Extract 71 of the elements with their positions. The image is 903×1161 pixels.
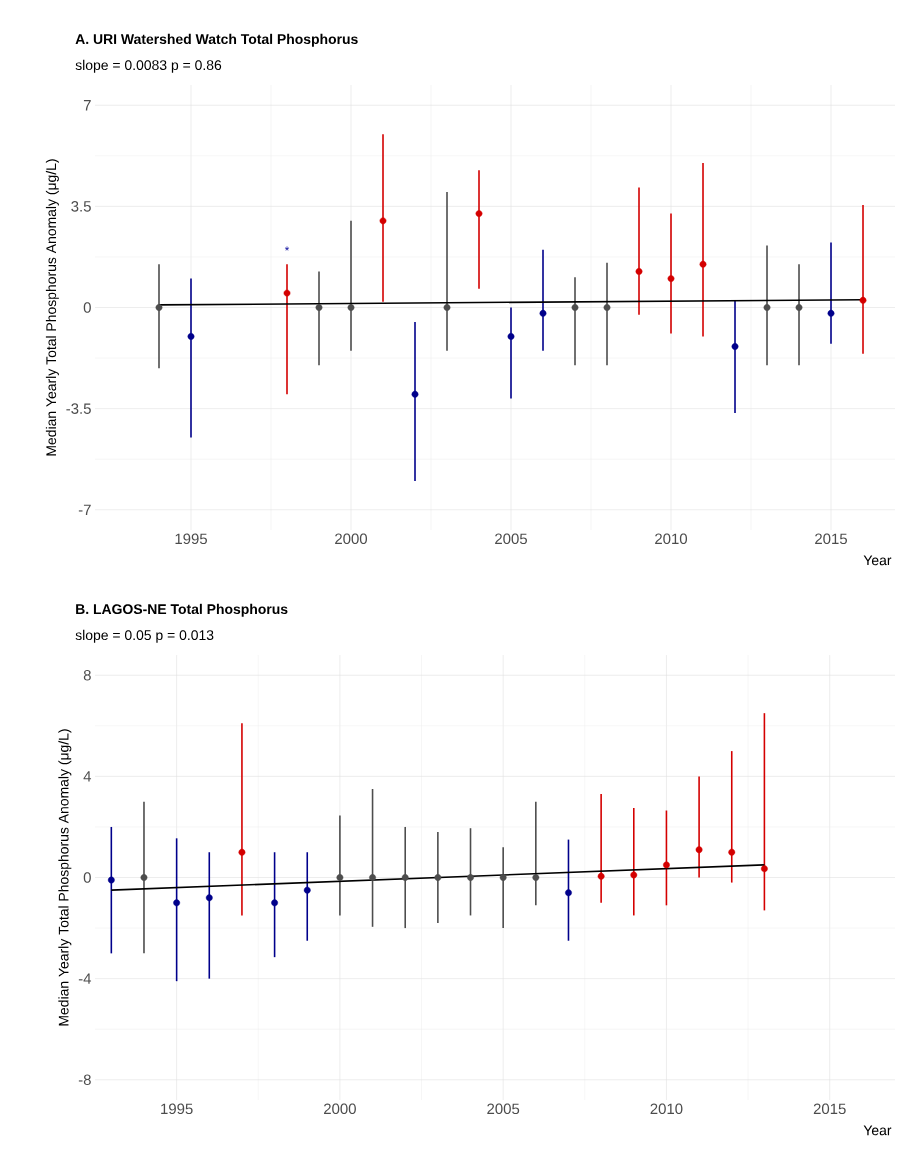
point: [597, 872, 605, 880]
x-tick-label: 2000: [324, 1103, 356, 1115]
x-tick-label: 2010: [650, 1103, 683, 1115]
x-tick-label: 1995: [175, 533, 207, 545]
point: [205, 894, 213, 902]
point: [411, 390, 419, 398]
point: [827, 309, 835, 317]
point: [303, 886, 311, 894]
y-tick-label: 0: [83, 872, 91, 883]
point: [667, 275, 675, 282]
point: [507, 333, 515, 340]
y-axis-title: Median Yearly Total Phosphorus Anomaly (μg/L): [58, 729, 72, 1026]
x-tick-label: 2000: [335, 533, 368, 545]
point: [283, 289, 291, 297]
point: [347, 304, 355, 311]
chart-title: A. URI Watershed Watch Total Phosphorus: [75, 33, 358, 47]
y-tick-label: 0: [83, 302, 91, 313]
point: [859, 296, 867, 304]
point: [763, 304, 771, 311]
point: [187, 333, 195, 340]
point: [795, 304, 803, 311]
y-tick-label: -8: [78, 1074, 91, 1086]
point: [315, 304, 323, 311]
point: [155, 304, 163, 311]
point: [663, 861, 670, 869]
point: [467, 874, 474, 881]
point: [443, 304, 451, 311]
point: [475, 210, 483, 217]
x-tick-label: 2005: [495, 533, 527, 545]
point: [635, 268, 643, 275]
point: [369, 874, 376, 881]
x-axis-title: Year: [863, 555, 892, 566]
y-tick-label: 4: [83, 771, 92, 782]
point: [238, 848, 246, 856]
y-axis-title: Median Yearly Total Phosphorus Anomaly (μg/L): [45, 159, 59, 456]
point: [173, 899, 181, 907]
point: [565, 889, 572, 897]
x-tick-label: 2010: [655, 533, 688, 545]
point: [731, 343, 739, 350]
x-axis-title: Year: [863, 1125, 892, 1136]
x-tick-label: 2015: [813, 1103, 846, 1115]
point: [107, 876, 115, 884]
annotation: *: [284, 246, 290, 251]
y-tick-label: -4: [78, 973, 92, 984]
y-tick-label: -3.5: [66, 403, 91, 414]
point: [336, 874, 344, 881]
point: [603, 304, 611, 311]
point: [271, 899, 278, 907]
point: [434, 874, 442, 881]
y-tick-label: -7: [78, 504, 91, 515]
point: [761, 865, 768, 873]
point: [401, 874, 409, 881]
chart-subtitle: slope = 0.05 p = 0.013: [75, 629, 214, 643]
x-tick-label: 2015: [815, 533, 847, 545]
y-tick-label: 8: [83, 669, 91, 681]
point: [532, 874, 540, 881]
x-tick-label: 2005: [487, 1103, 520, 1115]
point: [499, 874, 507, 881]
y-tick-label: 3.5: [71, 201, 91, 212]
chart-subtitle: slope = 0.0083 p = 0.86: [75, 59, 222, 73]
chart-title: B. LAGOS-NE Total Phosphorus: [76, 603, 288, 617]
point: [728, 848, 736, 856]
point: [379, 217, 387, 225]
point: [539, 309, 547, 317]
y-tick-label: 7: [83, 100, 91, 111]
point: [695, 846, 703, 854]
point: [630, 871, 638, 879]
x-tick-label: 1995: [161, 1103, 193, 1115]
point: [699, 260, 707, 268]
point: [140, 874, 148, 881]
point: [571, 304, 579, 311]
